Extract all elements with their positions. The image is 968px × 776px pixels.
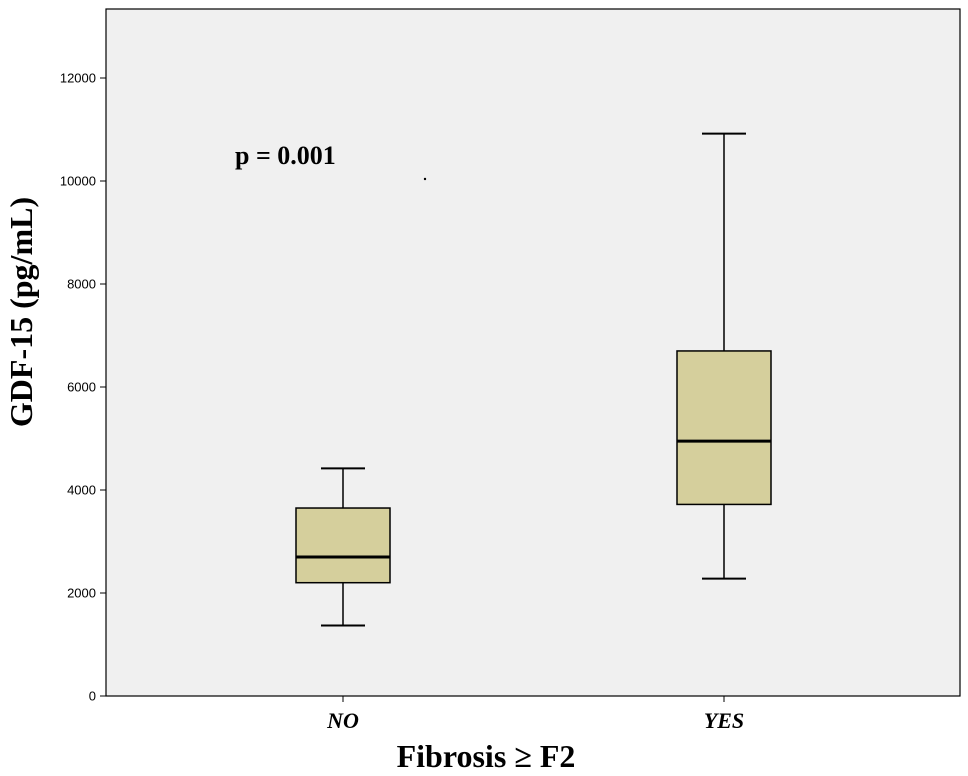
y-tick-label: 10000 [60,174,96,189]
y-tick-label: 6000 [67,380,96,395]
y-tick-label: 4000 [67,483,96,498]
box-yes [676,132,772,580]
y-tick-label: 2000 [67,586,96,601]
iqr-box [676,350,772,506]
y-axis-title: GDF-15 (pg/mL) [3,197,39,427]
plot-area [105,8,961,697]
x-tick-label: NO [326,708,359,733]
p-value-annotation: p = 0.001 [235,141,336,170]
y-axis: 0 2000 4000 6000 8000 10000 12000 [60,71,106,704]
y-tick-label: 0 [89,689,96,704]
x-axis-title: Fibrosis ≥ F2 [397,738,576,774]
box-no [295,467,391,627]
boxes [295,132,772,627]
y-tick-label: 12000 [60,71,96,86]
y-tick-label: 8000 [67,277,96,292]
x-axis: NO YES [326,696,744,733]
stray-dot [423,177,427,181]
iqr-box [295,507,391,584]
x-tick-label: YES [704,708,744,733]
